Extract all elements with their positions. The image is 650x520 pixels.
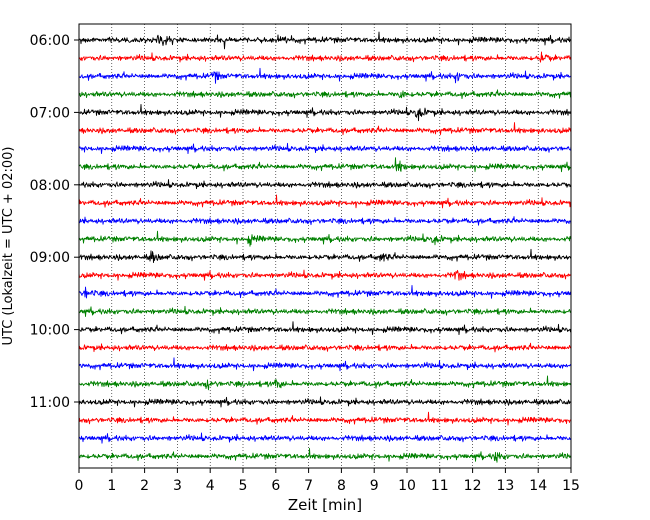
x-tick-label-11: 11 [431, 478, 449, 494]
trace-0930 [78, 285, 572, 299]
x-tick-label-12: 12 [464, 478, 482, 494]
trace-1015 [78, 342, 572, 353]
trace-0945 [78, 305, 572, 317]
trace-0815 [78, 194, 572, 209]
vertical-gridlines [111, 24, 539, 468]
y-tick-label-0600: 06:00 [30, 33, 70, 49]
x-tick-label-14: 14 [529, 478, 547, 494]
trace-0845 [78, 230, 572, 247]
x-axis-label: Zeit [min] [288, 496, 362, 514]
trace-1115 [78, 411, 572, 426]
x-tick-label-9: 9 [370, 478, 379, 494]
y-tick-label-1000: 10:00 [30, 323, 70, 339]
trace-0630 [78, 67, 572, 84]
trace-1145 [78, 447, 572, 463]
trace-1030 [78, 357, 572, 372]
trace-1100 [78, 396, 572, 408]
trace-0900 [78, 248, 572, 264]
x-tick-label-4: 4 [206, 478, 215, 494]
trace-0600 [78, 31, 572, 50]
trace-0730 [78, 142, 572, 155]
trace-0700 [78, 104, 572, 122]
trace-lines [78, 31, 572, 463]
x-tick-label-10: 10 [398, 478, 416, 494]
trace-0830 [78, 216, 572, 226]
x-axis-ticks: 0 1 2 3 4 5 6 7 8 9 10 11 12 13 14 15 [75, 468, 580, 494]
trace-0615 [78, 51, 572, 63]
y-axis-ticks: 06:00 07:00 08:00 09:00 10:00 11:00 [30, 33, 79, 411]
y-axis-label: UTC (Lokalzeit = UTC + 02:00) [1, 147, 16, 346]
x-tick-label-13: 13 [496, 478, 514, 494]
trace-0915 [78, 269, 572, 281]
x-tick-label-6: 6 [271, 478, 280, 494]
y-tick-label-0800: 08:00 [30, 178, 70, 194]
plot-frame [78, 23, 572, 469]
trace-0715 [78, 122, 572, 136]
x-tick-label-5: 5 [239, 478, 248, 494]
y-tick-label-1100: 11:00 [30, 395, 70, 411]
trace-1130 [78, 432, 572, 444]
x-tick-label-7: 7 [304, 478, 313, 494]
trace-0800 [78, 179, 572, 190]
y-tick-label-0700: 07:00 [30, 105, 70, 121]
y-tick-label-0900: 09:00 [30, 250, 70, 266]
trace-0745 [78, 157, 572, 173]
trace-1000 [78, 321, 572, 336]
trace-1045 [78, 375, 572, 391]
x-tick-label-2: 2 [140, 478, 149, 494]
x-tick-label-0: 0 [75, 478, 84, 494]
x-tick-label-15: 15 [562, 478, 580, 494]
x-tick-label-8: 8 [337, 478, 346, 494]
x-tick-label-3: 3 [173, 478, 182, 494]
trace-0645 [78, 89, 572, 99]
x-tick-label-1: 1 [107, 478, 116, 494]
